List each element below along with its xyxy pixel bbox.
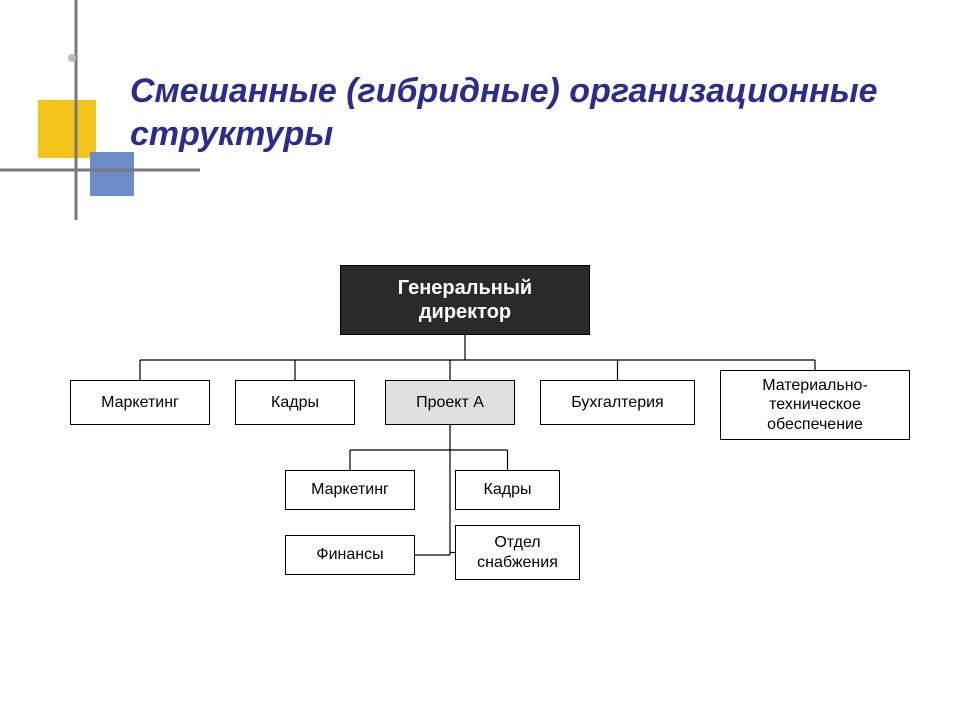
org-node-label: Материально- техническое обеспечение (729, 376, 901, 434)
deco-blue-square (90, 152, 134, 196)
org-node-p_sup: Отдел снабжения (455, 525, 580, 580)
org-node-label: Проект А (416, 393, 484, 412)
org-node-mto: Материально- техническое обеспечение (720, 370, 910, 440)
org-node-hr: Кадры (235, 380, 355, 425)
org-node-label: Отдел снабжения (464, 533, 571, 571)
slide: Смешанные (гибридные) организационные ст… (0, 0, 960, 720)
slide-title: Смешанные (гибридные) организационные ст… (130, 70, 910, 155)
org-node-label: Кадры (271, 393, 319, 412)
org-node-acc: Бухгалтерия (540, 380, 695, 425)
org-node-label: Маркетинг (311, 480, 389, 499)
org-node-label: Маркетинг (101, 393, 179, 412)
org-node-mkt: Маркетинг (70, 380, 210, 425)
deco-yellow-square (38, 100, 96, 158)
org-node-label: Финансы (316, 545, 383, 564)
orgchart: Генеральный директор Маркетинг Кадры Проект… (60, 265, 920, 645)
org-node-p_mkt: Маркетинг (285, 470, 415, 510)
org-node-label: Бухгалтерия (571, 393, 663, 412)
org-node-label: Генеральный директор (349, 276, 581, 324)
org-node-proj: Проект А (385, 380, 515, 425)
org-node-p_hr: Кадры (455, 470, 560, 510)
deco-bullet-icon (68, 54, 76, 62)
org-node-label: Кадры (484, 480, 532, 499)
org-node-p_fin: Финансы (285, 535, 415, 575)
org-node-root: Генеральный директор (340, 265, 590, 335)
